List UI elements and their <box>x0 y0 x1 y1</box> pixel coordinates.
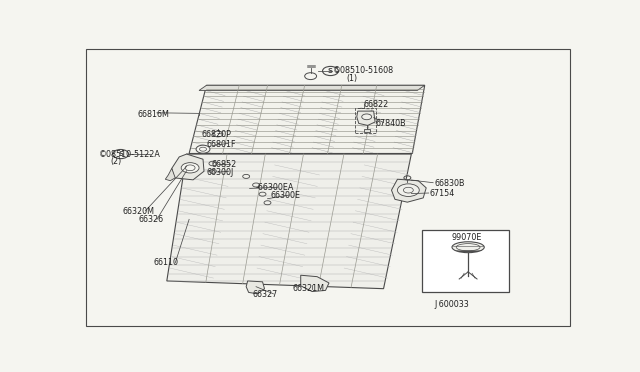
Circle shape <box>196 145 210 153</box>
Circle shape <box>213 131 223 137</box>
Text: 67154: 67154 <box>429 189 455 198</box>
Text: 66852: 66852 <box>211 160 237 169</box>
Text: 99070E: 99070E <box>451 234 481 243</box>
Bar <box>422 230 509 292</box>
Text: J 600033: J 600033 <box>435 300 469 309</box>
Circle shape <box>305 73 317 80</box>
Polygon shape <box>189 85 425 154</box>
Circle shape <box>323 67 339 76</box>
Polygon shape <box>167 154 412 289</box>
Text: 66326: 66326 <box>138 215 164 224</box>
Polygon shape <box>199 85 425 90</box>
Polygon shape <box>301 275 329 292</box>
Polygon shape <box>172 154 204 180</box>
Text: 66300E: 66300E <box>271 190 301 199</box>
Text: 66816M: 66816M <box>137 110 169 119</box>
Text: 66110: 66110 <box>154 259 179 267</box>
Polygon shape <box>364 129 370 132</box>
Text: 66300J: 66300J <box>207 168 234 177</box>
Circle shape <box>362 114 372 120</box>
Text: 66820P: 66820P <box>202 130 232 140</box>
Text: S: S <box>328 68 333 74</box>
Text: 66822: 66822 <box>364 100 389 109</box>
Polygon shape <box>392 179 426 202</box>
Text: 66321M: 66321M <box>292 284 324 293</box>
Text: ©08510-5122A: ©08510-5122A <box>99 150 161 158</box>
Polygon shape <box>356 111 375 125</box>
Ellipse shape <box>452 242 484 253</box>
Text: S: S <box>118 151 123 157</box>
Circle shape <box>113 150 129 158</box>
Text: ©08510-51608: ©08510-51608 <box>333 67 394 76</box>
Text: (1): (1) <box>347 74 358 83</box>
Text: (2): (2) <box>111 157 122 166</box>
Text: 66320M: 66320M <box>122 207 154 216</box>
Circle shape <box>181 163 199 173</box>
Polygon shape <box>165 169 175 181</box>
Text: 66801F: 66801F <box>207 140 236 148</box>
Circle shape <box>397 184 419 196</box>
Text: 66327: 66327 <box>253 290 278 299</box>
Text: -66300EA: -66300EA <box>256 183 294 192</box>
Polygon shape <box>246 281 264 294</box>
Text: 67840B: 67840B <box>375 119 406 128</box>
Text: 66830B: 66830B <box>435 179 465 188</box>
Bar <box>355 108 376 134</box>
